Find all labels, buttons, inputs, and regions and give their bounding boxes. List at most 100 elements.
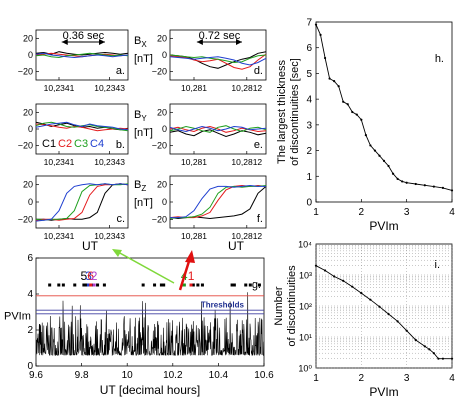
panel-g-xtick-label: 9.8 xyxy=(75,370,89,381)
panel-f-ytick-label: −20 xyxy=(152,214,167,224)
panel-a-span-arrowhead xyxy=(61,39,68,45)
panel-i-curve xyxy=(315,265,452,360)
panel-i-xtick-label: 2 xyxy=(359,373,365,384)
panel-c: 20 0 −20 10,2341 10,2343 c. xyxy=(18,175,129,241)
panel-i-ytick-label: 10² xyxy=(299,302,312,312)
panel-g-discontinuity-dot xyxy=(244,283,248,287)
panel-i-point xyxy=(437,357,440,360)
panel-g-event-label: 3 xyxy=(85,269,92,283)
panel-a-label: a. xyxy=(116,65,125,77)
ut-label-right: UT xyxy=(228,239,245,253)
panel-b-ytick-label: 0 xyxy=(28,124,33,134)
panel-e-xtick-label: 10,281 xyxy=(181,157,207,167)
red-arrow xyxy=(178,257,192,291)
panel-d-span-arrowhead xyxy=(236,39,242,45)
panel-e-series-C1 xyxy=(169,129,267,138)
panel-g-xtick-label: 10.4 xyxy=(209,370,229,381)
legend-c2: C2 xyxy=(58,138,72,150)
panel-h-point xyxy=(405,181,408,184)
panel-h-ytick-label: 2 xyxy=(306,146,312,157)
label-bx-unit: [nT] xyxy=(134,53,153,65)
panel-h-ytick-label: 3 xyxy=(306,120,312,131)
panel-h-point xyxy=(323,56,327,60)
panel-b-xtick-label: 10,2341 xyxy=(44,157,75,167)
red-arrow-head xyxy=(185,250,195,263)
panel-d-xtick-label: 10,281 xyxy=(181,83,207,93)
panel-a-xtick-label: 10,2341 xyxy=(44,83,75,93)
panel-h-point xyxy=(441,186,445,189)
panel-i-point xyxy=(342,279,345,282)
panel-i-point xyxy=(405,329,408,332)
panel-f-xtick-label: 10,2812 xyxy=(231,231,262,241)
panel-g-discontinuity-dot xyxy=(232,283,236,287)
panel-h-frame xyxy=(315,21,453,203)
panel-d-frame xyxy=(169,29,267,81)
panel-g: Thresholds5362419.69.81010.210.410.60246… xyxy=(4,253,274,397)
panel-g-xtick-label: 10 xyxy=(122,370,134,381)
panel-g-thresholds-label: Thresholds xyxy=(201,300,245,309)
panel-g-discontinuity-dot xyxy=(61,283,65,287)
panel-g-discontinuity-dot xyxy=(153,283,157,287)
panel-h-label: h. xyxy=(435,53,444,65)
panel-a-ytick-label: −20 xyxy=(18,67,33,77)
panel-e-ytick-label: 20 xyxy=(157,107,167,117)
panel-i-xlabel: PVIm xyxy=(369,385,398,399)
label-bx: BX xyxy=(134,35,147,49)
panel-i-point xyxy=(387,312,390,316)
panel-i-ytick-label: 10⁰ xyxy=(298,364,312,374)
panel-h-point xyxy=(319,33,322,36)
panel-i-point xyxy=(378,305,381,308)
panel-i-ylabel: Numberof discontinuities xyxy=(273,265,298,347)
panel-h-xtick-label: 2 xyxy=(359,207,365,218)
panel-h-point xyxy=(382,159,386,162)
panel-g-event-dot xyxy=(182,283,186,287)
label-by: BY xyxy=(134,109,147,123)
panel-d-span-arrowhead xyxy=(196,39,203,45)
panel-g-event-dot xyxy=(189,283,193,287)
panel-i-xtick-label: 3 xyxy=(404,373,410,384)
panel-g-discontinuity-dot xyxy=(96,283,100,287)
panel-a-span-arrowhead xyxy=(99,39,105,45)
panel-g-discontinuity-dot xyxy=(84,283,88,287)
panel-g-xlabel: UT [decimal hours] xyxy=(100,383,200,397)
panel-i-point xyxy=(441,357,445,360)
panel-h-xtick-label: 3 xyxy=(404,207,410,218)
panel-g-xtick-label: 10.2 xyxy=(163,370,183,381)
panel-h-point xyxy=(414,182,417,186)
panel-d-ytick-label: 0 xyxy=(162,50,167,60)
panel-b-series-C2 xyxy=(35,123,129,132)
panel-e-series-C4 xyxy=(169,125,267,133)
panel-g-discontinuity-dot xyxy=(48,283,52,287)
panel-h-point xyxy=(373,149,377,152)
panel-g-event-dot xyxy=(86,283,90,287)
panel-i-point xyxy=(450,357,454,360)
panel-g-event-dot xyxy=(89,283,93,287)
panel-h-point xyxy=(342,100,345,103)
panel-b-series-C4 xyxy=(35,121,129,131)
panel-g-event-dot xyxy=(82,283,86,287)
panel-d-ytick-label: −20 xyxy=(152,67,167,77)
panel-d-ytick-label: 20 xyxy=(157,33,167,43)
panel-g-discontinuity-dot xyxy=(248,283,252,287)
panel-i-ytick-label: 10³ xyxy=(299,271,312,281)
panel-i-point xyxy=(333,275,336,278)
panel-h-point xyxy=(355,113,358,116)
panel-g-discontinuity-dot xyxy=(73,283,77,287)
panel-d-series-C4 xyxy=(169,56,267,66)
panel-g-discontinuity-dot xyxy=(257,283,261,287)
panel-f: 20 0 −20 10,281 10,2812 f. xyxy=(152,175,267,241)
panel-g-discontinuity-dot xyxy=(57,283,61,287)
panel-h-point xyxy=(378,154,381,157)
panel-i-point xyxy=(414,338,417,342)
panel-i-point xyxy=(369,298,372,301)
panel-h-ytick-label: 5 xyxy=(306,69,312,80)
panel-b-xtick-label: 10,2343 xyxy=(94,157,125,167)
panel-g-ytick-label: 6 xyxy=(27,253,33,264)
panel-b-label: b. xyxy=(116,139,125,151)
panel-i-frame xyxy=(315,243,453,369)
panel-g-discontinuity-dot xyxy=(159,283,163,287)
panel-a: 20 0 −20 10,2341 10,2343 a. 0.36 sec xyxy=(18,29,129,93)
panel-i-point xyxy=(423,345,426,348)
panel-d-annotation: 0.72 sec xyxy=(199,30,241,42)
